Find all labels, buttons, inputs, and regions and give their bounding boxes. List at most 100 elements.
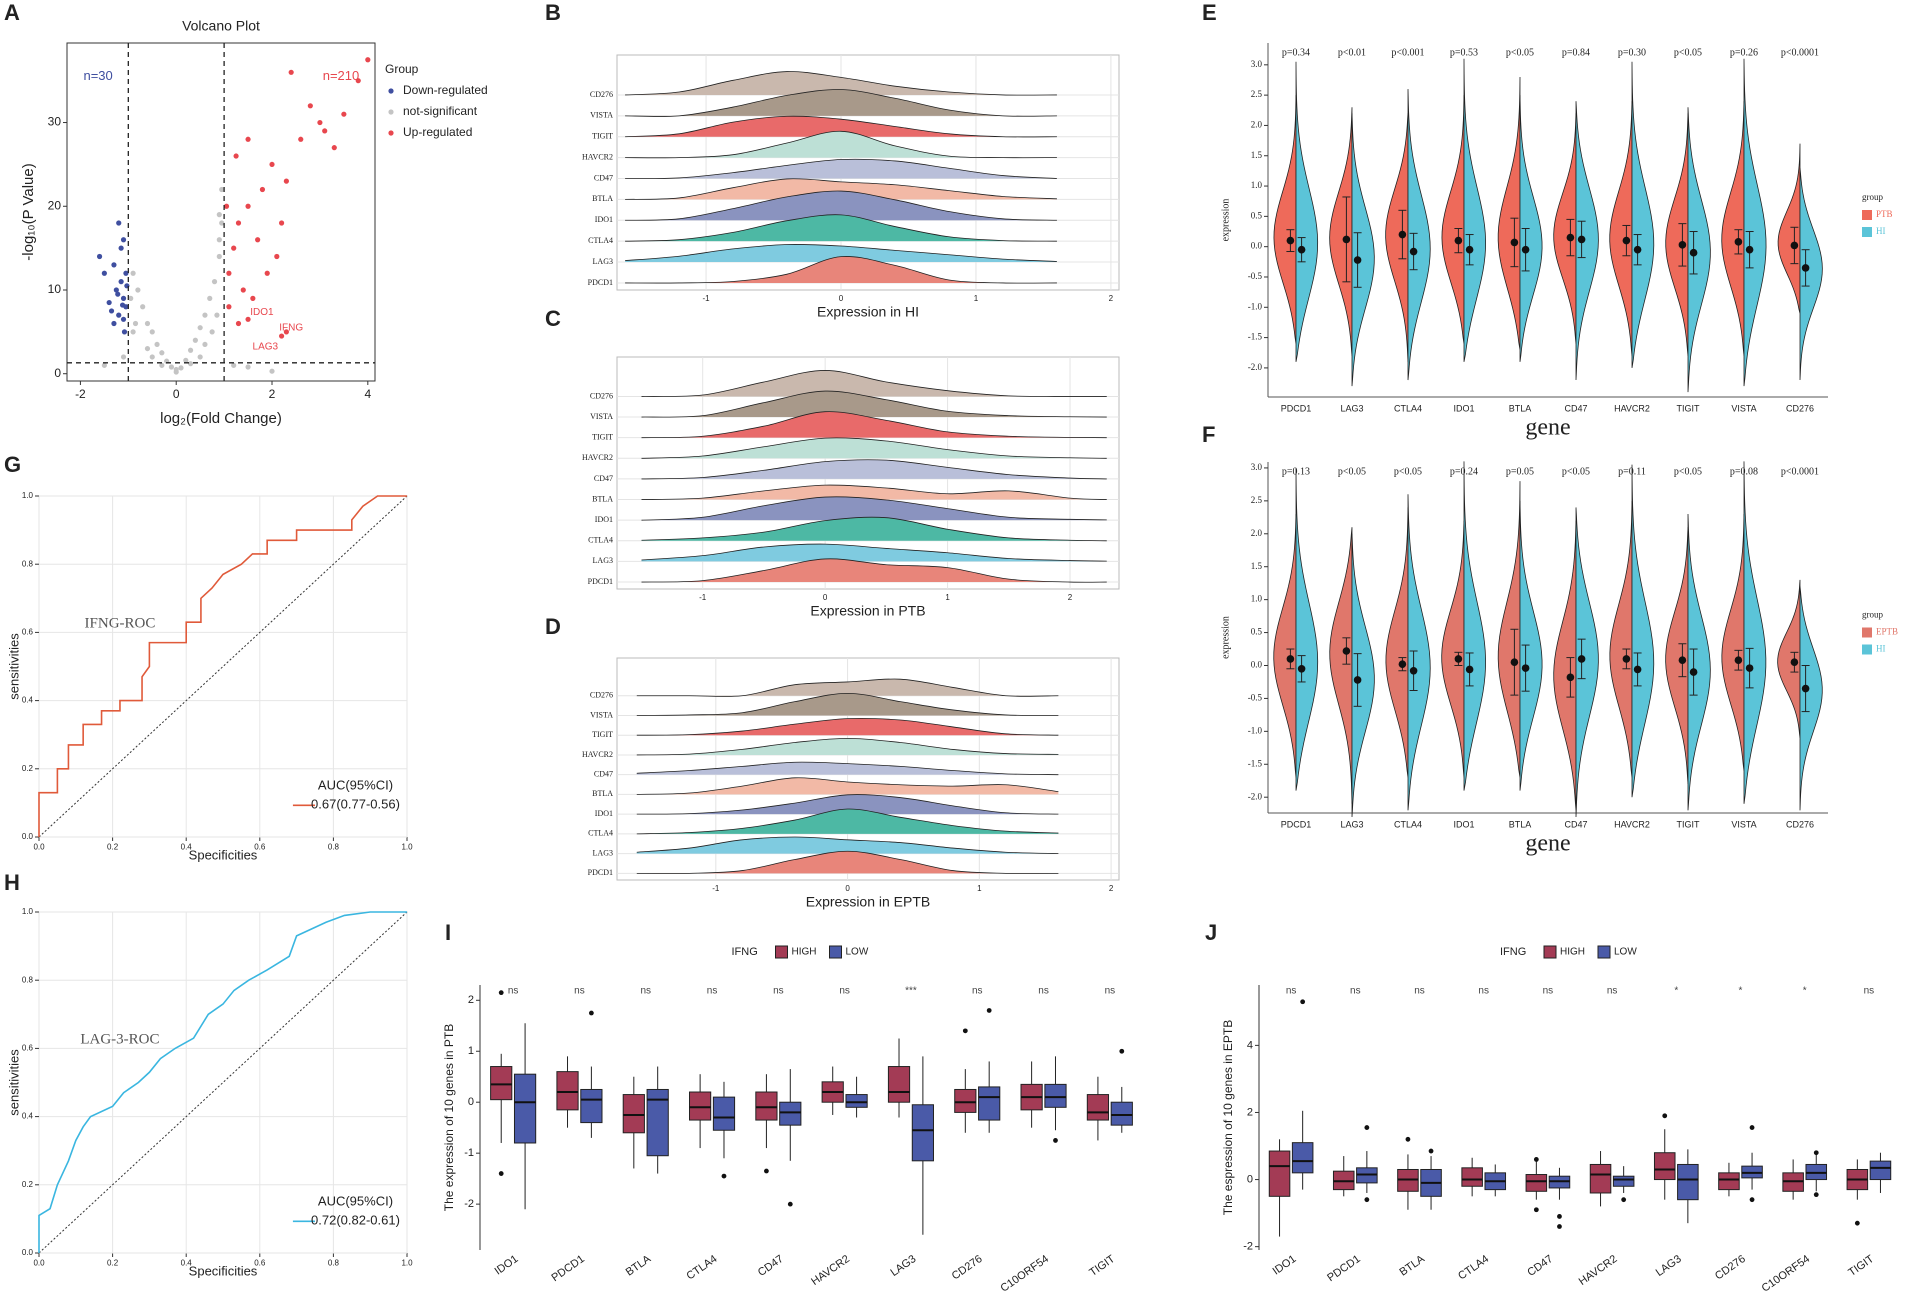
violin-half xyxy=(1295,467,1319,791)
point xyxy=(216,253,222,260)
ridge-area xyxy=(625,244,1057,263)
panel-label: G xyxy=(4,452,21,477)
box xyxy=(1044,1083,1067,1108)
ridge-label: CTLA4 xyxy=(588,536,613,545)
mean-dot xyxy=(1454,655,1463,663)
plot-frame xyxy=(38,911,408,1254)
mean-dot xyxy=(1521,245,1530,254)
violin-half xyxy=(1407,89,1431,381)
legend-label: EPTB xyxy=(1876,627,1898,637)
outlier xyxy=(787,1201,793,1207)
ridge-line xyxy=(625,130,1057,159)
point xyxy=(154,341,160,348)
p-value: p<0.001 xyxy=(1391,47,1424,58)
x-tick-label: TIGIT xyxy=(1677,403,1700,413)
y-axis-label: The espression of 10 genes in EPTB xyxy=(1221,1020,1235,1215)
y-tick-label: 0 xyxy=(1247,1173,1253,1185)
p-value: p<0.0001 xyxy=(1781,466,1819,477)
y-tick-label: 0.8 xyxy=(22,975,34,984)
box xyxy=(712,1096,736,1131)
box xyxy=(580,1088,603,1124)
x-tick-label: 0 xyxy=(173,387,180,401)
point xyxy=(116,220,122,226)
significance: ns xyxy=(640,986,651,997)
box xyxy=(1612,1175,1635,1187)
ridge-label: CD47 xyxy=(594,474,613,483)
ridge-label: PDCD1 xyxy=(588,868,613,877)
x-tick-label: 0.0 xyxy=(33,1259,45,1268)
violin-half xyxy=(1799,586,1823,811)
x-tick-label: 0.2 xyxy=(107,843,119,852)
x-axis-label: Expression in PTB xyxy=(810,603,925,619)
y-tick-label: 0.6 xyxy=(22,628,34,637)
outlier xyxy=(1557,1214,1562,1219)
x-tick-label: 0 xyxy=(823,593,828,602)
mean-dot xyxy=(1577,235,1586,244)
p-value: p<0.05 xyxy=(1506,47,1534,58)
significance: ns xyxy=(574,986,585,997)
y-tick-label: -1 xyxy=(464,1147,474,1159)
x-tick-label: CTLA4 xyxy=(1394,819,1422,829)
panel-label: C xyxy=(545,306,561,331)
ridge-label: CTLA4 xyxy=(588,829,613,838)
point xyxy=(245,136,251,142)
x-tick-label: -1 xyxy=(703,294,711,303)
ridge-line xyxy=(641,459,1107,480)
point xyxy=(119,302,126,308)
ridge-area xyxy=(636,777,1059,795)
point xyxy=(130,270,136,276)
mean-dot xyxy=(1633,665,1642,674)
mean-dot xyxy=(1678,241,1687,249)
ridge-label: HAVCR2 xyxy=(582,750,613,759)
ridge-label: CD276 xyxy=(590,391,613,400)
x-axis-label: Specificities xyxy=(189,1263,258,1278)
outlier xyxy=(588,1010,594,1016)
ridge-area xyxy=(636,718,1059,736)
violin-half xyxy=(1463,461,1486,791)
significance: * xyxy=(1674,986,1678,997)
x-tick-label: TIGIT xyxy=(1677,819,1700,829)
ridge-area xyxy=(625,116,1057,137)
y-tick-label: 2.5 xyxy=(1251,89,1263,99)
y-tick-label: 1.0 xyxy=(1251,180,1263,190)
mean-dot xyxy=(1342,235,1351,244)
panel-label: I xyxy=(445,920,451,945)
x-tick-label: HAVCR2 xyxy=(809,1253,852,1288)
significance: ns xyxy=(1414,986,1425,997)
ridge-line xyxy=(625,89,1057,117)
y-tick-label: 0.4 xyxy=(22,696,34,705)
legend-swatch xyxy=(388,130,394,136)
ridge-area xyxy=(636,678,1059,697)
point xyxy=(118,279,124,285)
ridge-label: TIGIT xyxy=(592,730,613,739)
ridge-label: VISTA xyxy=(590,710,613,719)
point xyxy=(111,320,117,327)
ridge-label: LAG3 xyxy=(593,556,613,565)
point xyxy=(283,178,289,184)
legend-label: HI xyxy=(1876,644,1886,654)
violin-half xyxy=(1295,61,1319,362)
legend-label: 0.67(0.77-0.56) xyxy=(311,797,400,812)
x-tick-label: LAG3 xyxy=(888,1253,918,1279)
ridge-line xyxy=(641,484,1107,500)
box xyxy=(1525,1174,1548,1192)
ridge-line xyxy=(636,692,1059,716)
mean-dot xyxy=(1465,245,1474,254)
point xyxy=(168,364,175,370)
mean-dot xyxy=(1790,658,1799,666)
p-value: p<0.05 xyxy=(1394,466,1422,477)
point xyxy=(331,145,337,151)
ridge-line xyxy=(641,390,1107,418)
y-tick-label: 30 xyxy=(48,115,62,129)
ridge-line xyxy=(636,794,1059,815)
x-tick-label: 2 xyxy=(269,387,276,401)
box xyxy=(490,1066,513,1101)
point xyxy=(115,291,121,297)
ridge-line xyxy=(641,516,1107,542)
mean-dot xyxy=(1510,658,1519,666)
annotation: n=30 xyxy=(83,68,112,83)
x-tick-label: CD276 xyxy=(1786,819,1814,829)
significance: ns xyxy=(1038,986,1049,997)
x-tick-label: IDO1 xyxy=(1453,819,1474,829)
x-tick-label: 1.0 xyxy=(401,843,413,852)
